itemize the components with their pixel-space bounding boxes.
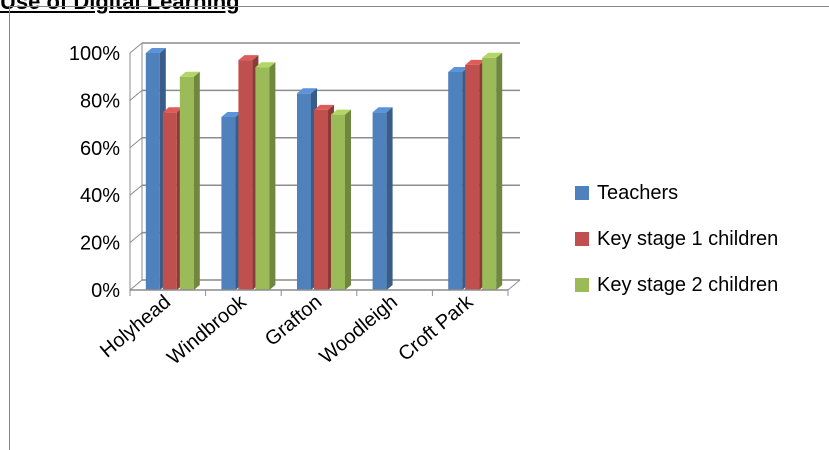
side-gridline: [129, 137, 143, 149]
bar-top: [179, 71, 200, 77]
bar-top: [465, 59, 486, 65]
page-title: Use of Digital Learning: [0, 0, 240, 14]
bar-front: [145, 53, 160, 290]
x-category-label: Windbrook: [163, 290, 251, 369]
y-tick-label: 0%: [91, 280, 120, 302]
bar-front: [331, 114, 345, 291]
bar-top: [255, 62, 276, 68]
side-gridline: [129, 42, 143, 54]
chart-legend: Teachers Key stage 1 children Key stage …: [575, 170, 825, 308]
bar-top: [482, 52, 503, 58]
bar-front: [238, 60, 253, 290]
bar-front: [314, 109, 328, 290]
side-gridline: [129, 90, 143, 101]
bar-top: [372, 107, 393, 113]
bars-layer: [145, 48, 503, 291]
bar-top: [297, 88, 317, 94]
bar-top: [314, 104, 334, 110]
bar-front: [465, 64, 480, 290]
bar-side: [193, 71, 200, 290]
legend-label-key-stage-2: Key stage 2 children: [597, 273, 779, 296]
y-tick-label: 60%: [80, 138, 120, 160]
side-gridline: [129, 232, 143, 243]
x-category-label: Grafton: [261, 291, 326, 351]
bar-front: [221, 116, 236, 291]
x-category-label: Croft Park: [394, 290, 478, 365]
floor-right-edge: [507, 279, 521, 291]
bar-side: [386, 107, 393, 290]
bar: [179, 71, 200, 290]
bar-front: [482, 57, 497, 290]
side-gridline: [129, 184, 143, 196]
legend-swatch-key-stage-2: [575, 278, 589, 292]
x-category-label: Woodleigh: [316, 291, 402, 368]
bar: [331, 109, 351, 291]
bar-top: [238, 55, 259, 61]
legend-label-teachers: Teachers: [597, 181, 679, 204]
bar-side: [496, 52, 503, 290]
bar-front: [255, 67, 270, 290]
legend-item-teachers: Teachers: [575, 170, 825, 216]
legend-label-key-stage-1: Key stage 1 children: [597, 227, 779, 250]
legend-item-key-stage-2: Key stage 2 children: [575, 262, 825, 308]
chart-frame-left-border: [9, 6, 10, 450]
bar-front: [297, 93, 311, 290]
chart-frame-top-border: [9, 6, 829, 7]
bar: [482, 52, 503, 290]
legend-swatch-teachers: [575, 186, 589, 200]
legend-swatch-key-stage-1: [575, 232, 589, 246]
bar-top: [331, 109, 351, 115]
bar-front: [179, 76, 194, 290]
legend-item-key-stage-1: Key stage 1 children: [575, 216, 825, 262]
bar-front: [372, 112, 387, 290]
bar-top: [162, 107, 183, 113]
bar-top: [145, 48, 166, 53]
bar-top: [448, 66, 469, 72]
bar-side: [345, 109, 351, 291]
y-tick-label: 40%: [80, 185, 120, 207]
y-tick-label: 80%: [80, 90, 120, 112]
bar-side: [269, 62, 276, 290]
bar-front: [162, 112, 177, 290]
y-tick-label: 100%: [69, 43, 120, 65]
side-gridline: [129, 279, 143, 291]
bar-front: [448, 71, 463, 291]
y-tick-label: 20%: [80, 233, 120, 255]
bar: [255, 62, 276, 290]
bar: [372, 107, 393, 290]
bar-top: [221, 111, 242, 117]
